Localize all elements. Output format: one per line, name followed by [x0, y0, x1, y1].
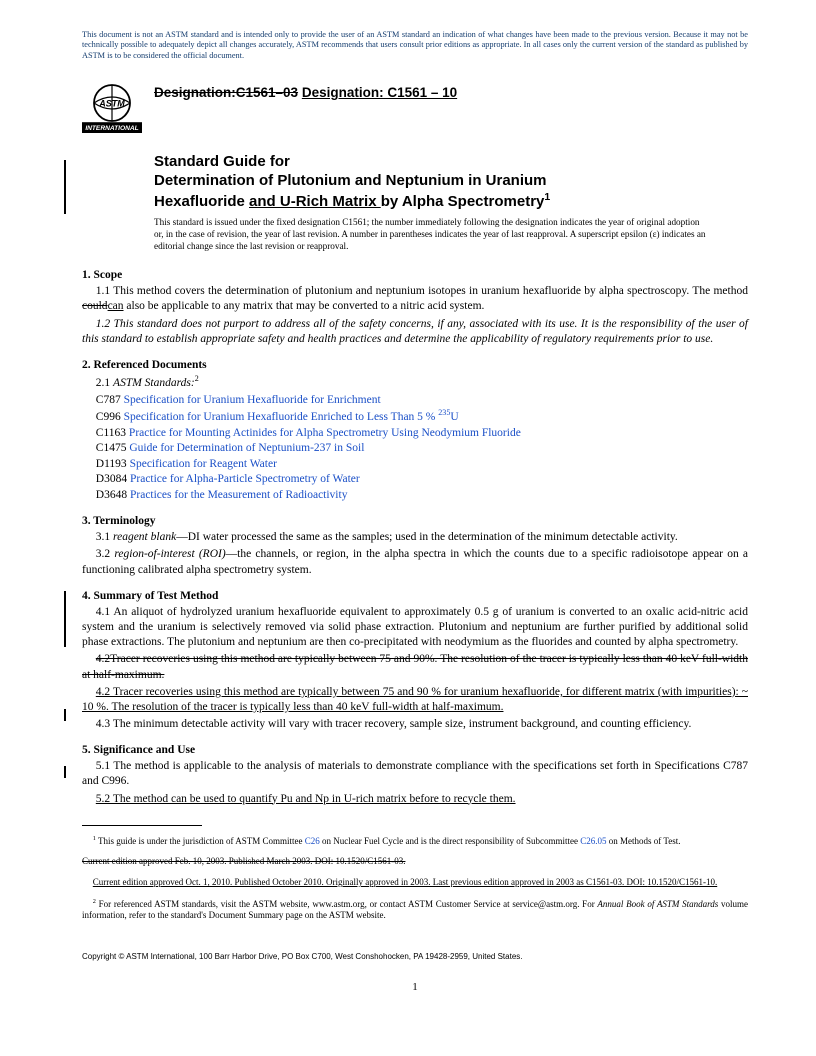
title-prefix: Standard Guide for: [154, 153, 748, 172]
ref-line: C787 Specification for Uranium Hexafluor…: [96, 393, 748, 409]
para-2-1: 2.1 ASTM Standards:2: [82, 374, 748, 391]
para-4-1: 4.1 An aliquot of hydrolyzed uranium hex…: [82, 605, 748, 651]
ref-line: C1163 Practice for Mounting Actinides fo…: [96, 426, 748, 442]
para-1-2: 1.2 This standard does not purport to ad…: [82, 317, 748, 347]
header-row: ASTM INTERNATIONAL Designation:C1561–03 …: [82, 79, 748, 139]
section-4-head: 4. Summary of Test Method: [82, 590, 748, 602]
section-5-head: 5. Significance and Use: [82, 744, 748, 756]
para-3-2: 3.2 region-of-interest (ROI)—the channel…: [82, 547, 748, 577]
title-line-2: Hexafluoride and U-Rich Matrix by Alpha …: [154, 191, 748, 212]
ref-line: C996 Specification for Uranium Hexafluor…: [96, 408, 748, 425]
designation-line: Designation:C1561–03 Designation: C1561 …: [154, 79, 457, 100]
footnote-1-ins: Current edition approved Oct. 1, 2010. P…: [82, 877, 748, 889]
title-line-1: Determination of Plutonium and Neptunium…: [154, 172, 748, 191]
ref-line: D3084 Practice for Alpha-Particle Spectr…: [96, 472, 748, 488]
para-4-3: 4.3 The minimum detectable activity will…: [82, 717, 748, 732]
para-5-2: 5.2 The method can be used to quantify P…: [82, 792, 748, 807]
designation-new: Designation: C1561 – 10: [302, 85, 457, 100]
copyright-line: Copyright © ASTM International, 100 Barr…: [82, 952, 748, 961]
footnote-1-del: Current edition approved Feb. 10, 2003. …: [82, 856, 748, 868]
section-3-head: 3. Terminology: [82, 515, 748, 527]
section-1-head: 1. Scope: [82, 269, 748, 281]
para-3-1: 3.1 reagent blank—DI water processed the…: [82, 530, 748, 545]
footnote-rule: [82, 825, 202, 826]
page-number: 1: [82, 981, 748, 993]
para-4-2-deleted: 4.2Tracer recoveries using this method a…: [82, 652, 748, 682]
svg-text:ASTM: ASTM: [98, 99, 125, 109]
ref-line: D3648 Practices for the Measurement of R…: [96, 488, 748, 504]
footnote-1: 1 This guide is under the jurisdiction o…: [82, 835, 748, 848]
change-bar: [64, 591, 66, 647]
change-bar: [64, 709, 66, 721]
para-5-1: 5.1 The method is applicable to the anal…: [82, 759, 748, 789]
astm-logo: ASTM INTERNATIONAL: [82, 79, 142, 139]
disclaimer-text: This document is not an ASTM standard an…: [82, 30, 748, 61]
change-bar: [64, 766, 66, 778]
ref-line: C1475 Guide for Determination of Neptuni…: [96, 441, 748, 457]
section-2-head: 2. Referenced Documents: [82, 359, 748, 371]
title-block: Standard Guide for Determination of Plut…: [154, 153, 748, 211]
referenced-documents-list: C787 Specification for Uranium Hexafluor…: [82, 393, 748, 503]
para-4-2-inserted: 4.2 Tracer recoveries using this method …: [82, 685, 748, 715]
change-bar: [64, 160, 66, 214]
svg-text:INTERNATIONAL: INTERNATIONAL: [85, 125, 138, 132]
para-1-1: 1.1 This method covers the determination…: [82, 284, 748, 314]
ref-line: D1193 Specification for Reagent Water: [96, 457, 748, 473]
footnote-2: 2 For referenced ASTM standards, visit t…: [82, 898, 748, 922]
issue-note: This standard is issued under the fixed …: [154, 217, 748, 253]
designation-old: Designation:C1561–03: [154, 85, 298, 100]
